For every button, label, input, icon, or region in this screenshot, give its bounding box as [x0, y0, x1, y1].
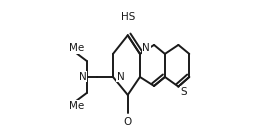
Text: HS: HS: [121, 12, 135, 22]
Text: S: S: [181, 87, 187, 97]
Text: Me: Me: [69, 101, 84, 111]
Text: O: O: [124, 118, 132, 127]
Text: N: N: [117, 72, 124, 82]
Text: Me: Me: [69, 43, 84, 53]
Text: N: N: [79, 72, 87, 82]
Text: N: N: [142, 43, 150, 53]
